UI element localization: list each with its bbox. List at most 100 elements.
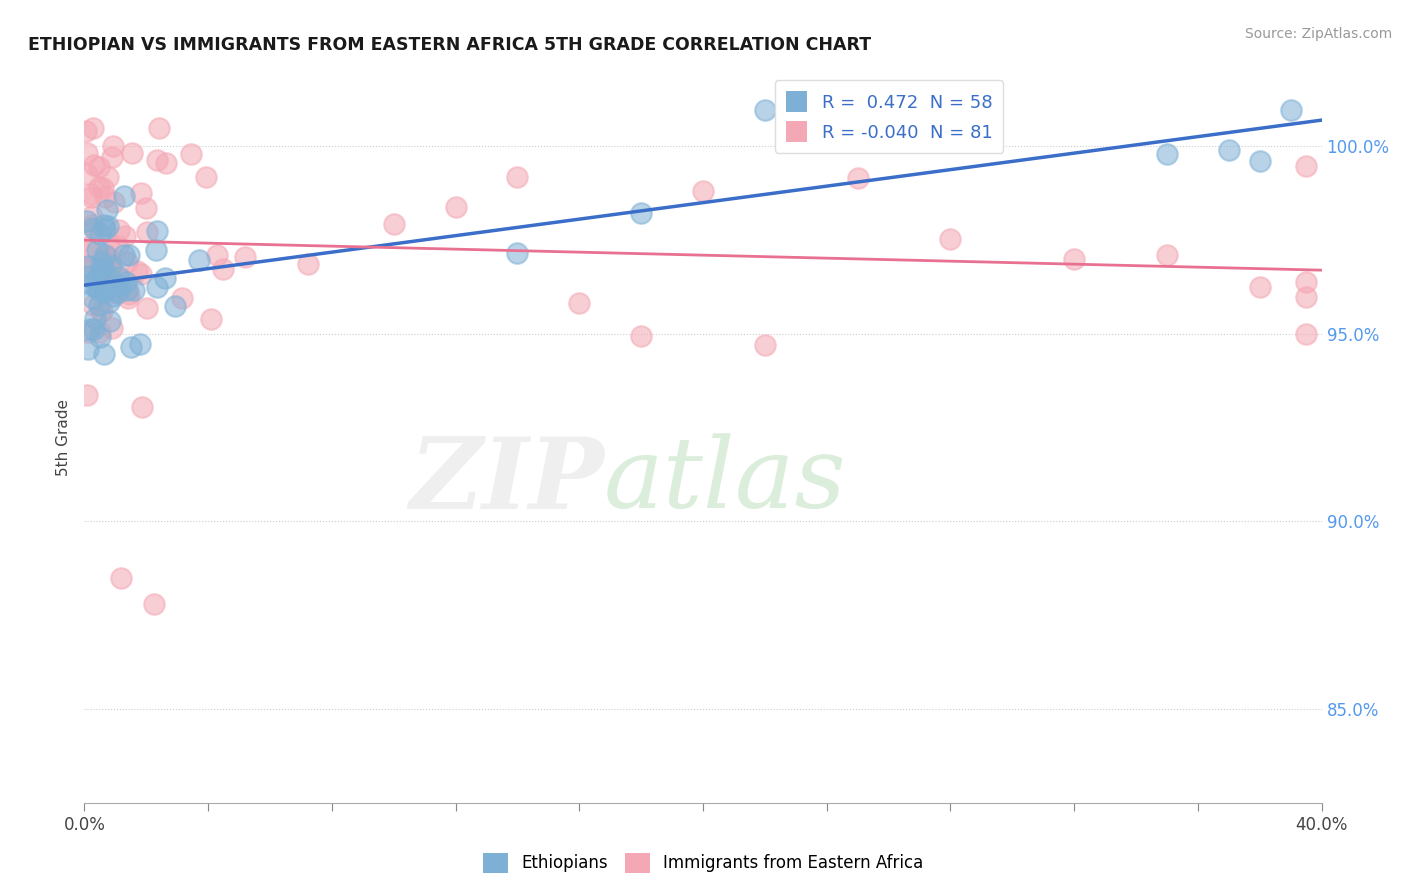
Point (77, 259, 100, 273)
Text: atlas: atlas (605, 434, 846, 529)
Point (163, 300, 186, 314)
Point (105, 268, 128, 283)
Point (77, 262, 100, 277)
Point (148, 120, 170, 135)
Point (76, 388, 98, 402)
Point (1295, 275, 1317, 289)
Point (121, 146, 143, 161)
Point (146, 224, 169, 238)
Point (135, 202, 157, 216)
Point (297, 257, 319, 271)
Text: Source: ZipAtlas.com: Source: ZipAtlas.com (1244, 27, 1392, 41)
Point (90, 255, 112, 269)
Point (135, 225, 157, 239)
Point (108, 278, 131, 293)
Point (77, 325, 100, 339)
Point (129, 337, 152, 351)
Point (180, 147, 202, 161)
Point (101, 150, 124, 164)
Point (76, 262, 98, 277)
Point (107, 285, 129, 299)
Point (118, 247, 141, 261)
Point (118, 286, 141, 301)
Point (96, 249, 118, 263)
Point (84, 311, 107, 326)
Point (107, 239, 129, 253)
Point (235, 250, 257, 264)
Point (754, 338, 776, 352)
Point (122, 283, 145, 297)
Point (125, 264, 148, 278)
Point (108, 223, 131, 237)
Point (89, 326, 111, 340)
Point (1218, 143, 1240, 157)
Point (94, 283, 117, 297)
Point (89, 160, 111, 174)
Point (1249, 153, 1271, 168)
Point (172, 291, 194, 305)
Point (77, 342, 100, 356)
Point (630, 329, 652, 343)
Point (82, 298, 104, 312)
Point (145, 243, 167, 257)
Point (112, 248, 135, 262)
Point (76, 167, 98, 181)
Point (101, 139, 124, 153)
Point (136, 301, 159, 315)
Point (96, 266, 118, 280)
Point (939, 130, 962, 145)
Point (100, 259, 122, 273)
Point (382, 217, 405, 231)
Text: ZIP: ZIP (409, 433, 605, 529)
Point (84, 280, 107, 294)
Point (89, 227, 111, 242)
Point (93, 221, 115, 235)
Point (1156, 248, 1178, 262)
Point (1279, 103, 1302, 118)
Point (939, 232, 962, 246)
Point (212, 262, 235, 277)
Point (97, 170, 120, 185)
Point (91, 304, 114, 318)
Point (146, 279, 169, 293)
Point (87, 179, 110, 194)
Point (155, 271, 177, 285)
Point (94, 190, 117, 204)
Point (82, 220, 104, 235)
Point (83, 158, 105, 172)
Point (89, 257, 111, 271)
Point (89, 330, 111, 344)
Point (107, 269, 129, 284)
Point (91, 181, 114, 195)
Point (76, 146, 98, 161)
Point (80, 187, 103, 202)
Point (188, 252, 211, 267)
Point (97, 251, 120, 265)
Point (692, 184, 714, 198)
Point (131, 401, 153, 415)
Point (76, 240, 98, 254)
Point (93, 283, 115, 297)
Point (444, 200, 467, 214)
Point (79, 244, 101, 259)
Point (100, 271, 122, 285)
Point (115, 254, 138, 268)
Point (97, 236, 120, 251)
Point (1249, 279, 1271, 293)
Point (103, 195, 125, 210)
Point (86, 243, 108, 257)
Point (80, 209, 103, 223)
Point (101, 321, 124, 335)
Point (89, 284, 111, 298)
Point (207, 248, 229, 262)
Point (80, 190, 103, 204)
Point (94, 248, 117, 262)
Point (145, 153, 167, 168)
Point (87, 298, 110, 312)
Point (97, 219, 120, 233)
Point (195, 169, 218, 184)
Point (129, 267, 152, 281)
Point (79, 321, 101, 335)
Point (101, 289, 124, 303)
Point (1295, 290, 1317, 304)
